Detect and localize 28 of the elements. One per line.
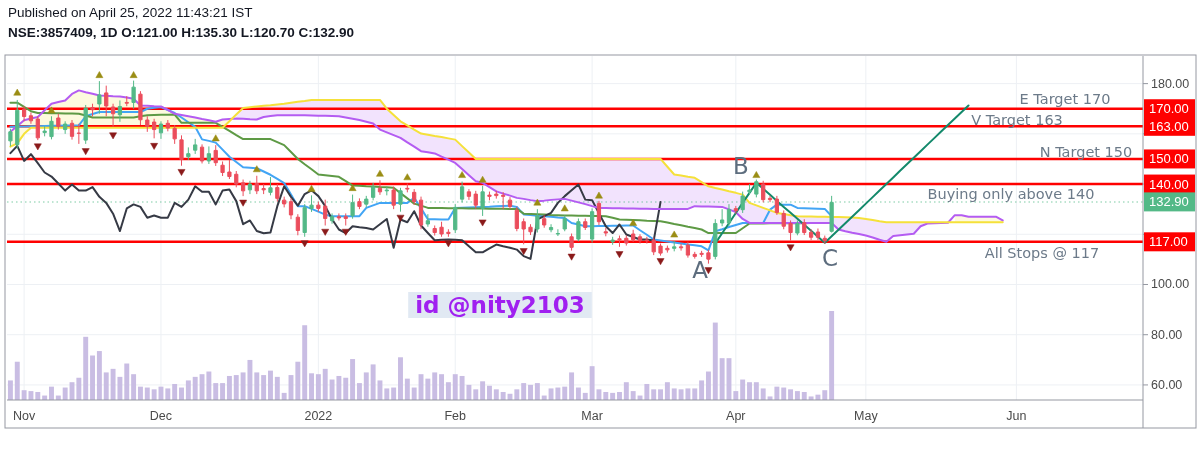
y-tick-label: 80.00 [1151, 327, 1183, 342]
ref-line-label: 117.00 [1149, 234, 1188, 250]
x-tick-label: Feb [444, 409, 467, 423]
y-tick-label: 100.00 [1151, 277, 1190, 292]
annotation: B [733, 153, 749, 179]
ref-line-label: 150.00 [1149, 151, 1189, 167]
ref-line-label: 170.00 [1149, 101, 1189, 117]
x-tick-label: Jun [1006, 409, 1027, 423]
chart-title: NSE:3857409, 1D O:121.00 H:135.30 L:120.70 C:132.90 [8, 25, 354, 40]
annotation: V Target 163 [971, 112, 1063, 128]
ref-line-label: 132.90 [1149, 194, 1189, 210]
x-tick-label: Nov [12, 409, 36, 423]
annotation: C [821, 245, 839, 271]
annotation: Buying only above 140 [927, 186, 1095, 202]
x-tick-label: May [854, 409, 879, 423]
chart-subtitle: Published on April 25, 2022 11:43:21 IST [8, 5, 253, 20]
annotation: All Stops @ 117 [984, 245, 1100, 261]
x-tick-label: Apr [726, 409, 746, 423]
x-tick-label: Dec [149, 409, 173, 423]
annotation: A [692, 257, 709, 283]
annotation: E Target 170 [1019, 91, 1111, 107]
y-tick-label: 60.00 [1151, 377, 1183, 392]
ref-line-label: 140.00 [1149, 176, 1189, 192]
x-tick-label: 2022 [304, 409, 333, 423]
x-tick-label: Mar [581, 409, 603, 423]
ref-line-label: 163.00 [1149, 118, 1189, 134]
annotation: N Target 150 [1039, 144, 1133, 160]
y-tick-label: 180.00 [1151, 76, 1190, 91]
